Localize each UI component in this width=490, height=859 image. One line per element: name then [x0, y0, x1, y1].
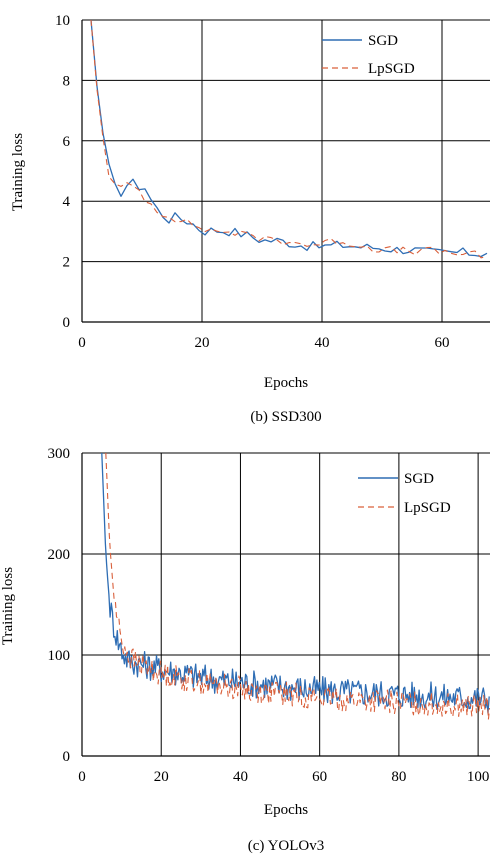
legend-label-lpsgd: LpSGD	[368, 61, 415, 77]
y-tick-label: 300	[48, 446, 71, 462]
y-tick-label: 4	[63, 194, 71, 210]
y-tick-label: 8	[63, 73, 71, 89]
x-tick-label: 60	[435, 335, 450, 351]
x-tick-label: 20	[195, 335, 210, 351]
y-tick-label: 100	[48, 648, 71, 664]
y-tick-label: 10	[55, 13, 70, 29]
legend: SGD LpSGD	[322, 33, 415, 77]
series-line-sgd	[101, 452, 490, 714]
y-axis-label: Training loss	[10, 133, 26, 211]
legend-label-sgd: SGD	[404, 471, 434, 487]
plot-axes	[81, 453, 490, 757]
legend: SGD LpSGD	[358, 471, 451, 516]
legend-label-sgd: SGD	[368, 33, 398, 49]
series-group	[90, 19, 488, 259]
x-tick-label: 20	[154, 769, 169, 785]
x-tick-label: 0	[78, 335, 86, 351]
x-axis-label: Epochs	[264, 375, 308, 391]
chart-yolov3: 0 100 200 300 0 20 40 60 80 100 Training loss Epo…	[0, 446, 490, 854]
plot-axes	[81, 20, 490, 323]
series-line-lpsgd	[105, 452, 490, 721]
x-tick-label: 0	[78, 769, 86, 785]
plot-grid	[82, 452, 490, 756]
x-tick-label: 80	[391, 769, 406, 785]
plot-grid	[82, 19, 490, 322]
series-line-sgd	[90, 19, 488, 258]
y-tick-label: 0	[63, 749, 71, 765]
x-tick-label: 60	[312, 769, 327, 785]
x-tick-label: 100	[467, 769, 490, 785]
y-tick-label: 2	[63, 255, 71, 271]
y-tick-label: 6	[63, 134, 71, 150]
x-axis-label: Epochs	[264, 802, 308, 818]
x-tick-label: 40	[315, 335, 330, 351]
chart-caption: (c) YOLOv3	[248, 838, 325, 854]
y-tick-label: 0	[63, 315, 71, 331]
series-group	[101, 452, 490, 721]
x-tick-label: 40	[233, 769, 248, 785]
tick-labels: 0 2 4 6 8 10 0 20 40 60	[55, 13, 450, 351]
chart-caption: (b) SSD300	[250, 409, 321, 425]
legend-label-lpsgd: LpSGD	[404, 500, 451, 516]
tick-labels: 0 100 200 300 0 20 40 60 80 100	[48, 446, 490, 785]
series-line-lpsgd	[90, 19, 488, 259]
chart-ssd300: 0 2 4 6 8 10 0 20 40 60 Training loss Epochs (b) …	[10, 13, 490, 425]
y-tick-label: 200	[48, 547, 71, 563]
y-axis-label: Training loss	[0, 567, 16, 645]
